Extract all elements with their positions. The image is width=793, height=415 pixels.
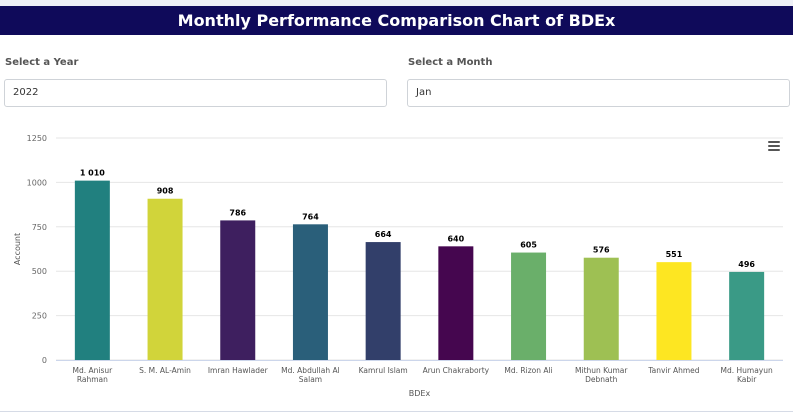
bar (292, 224, 328, 360)
x-axis-title: BDEx (409, 389, 431, 398)
data-label: 764 (302, 212, 319, 221)
bar (656, 262, 692, 360)
page-title: Monthly Performance Comparison Chart of … (0, 6, 793, 35)
hamburger-menu-icon[interactable] (768, 141, 780, 152)
x-tick-label: Md. Rizon Ali (504, 366, 552, 375)
year-select[interactable]: 2022 (4, 79, 387, 107)
bottom-divider (0, 411, 793, 412)
month-select-label: Select a Month (408, 57, 493, 68)
bar (74, 180, 110, 360)
x-tick-label: Imran Hawlader (208, 366, 269, 375)
data-label: 664 (375, 230, 392, 239)
x-tick-label: S. M. AL-Amin (139, 366, 191, 375)
month-select[interactable]: Jan (407, 79, 790, 107)
y-tick-label: 0 (42, 356, 47, 365)
data-label: 908 (157, 187, 174, 196)
y-tick-label: 1250 (27, 134, 47, 143)
x-tick-label: Rahman (77, 375, 108, 384)
bar (583, 257, 619, 360)
x-tick-label: Tanvir Ahmed (647, 366, 699, 375)
y-tick-label: 500 (32, 267, 47, 276)
y-tick-label: 250 (32, 312, 47, 321)
y-tick-label: 1000 (27, 178, 47, 187)
bar (365, 242, 401, 360)
x-tick-label: Md. Humayun (721, 366, 773, 375)
x-tick-label: Md. Anisur (72, 366, 113, 375)
bar (147, 198, 183, 360)
data-label: 551 (666, 250, 683, 259)
data-label: 1 010 (80, 169, 105, 178)
x-tick-label: Salam (299, 375, 322, 384)
x-tick-label: Debnath (585, 375, 617, 384)
data-label: 640 (447, 234, 464, 243)
year-select-label: Select a Year (5, 57, 79, 68)
bar (220, 220, 256, 360)
top-strip (0, 0, 793, 6)
x-tick-label: Mithun Kumar (575, 366, 628, 375)
bar (729, 271, 765, 360)
data-label: 786 (229, 208, 246, 217)
x-tick-label: Kamrul Islam (359, 366, 408, 375)
x-tick-label: Arun Chakraborty (423, 366, 490, 375)
data-label: 496 (738, 260, 755, 269)
bar (438, 246, 474, 360)
x-tick-label: Md. Abdullah Al (281, 366, 340, 375)
bar (511, 252, 547, 360)
data-label: 605 (520, 241, 537, 250)
data-label: 576 (593, 246, 610, 255)
x-tick-label: Kabir (737, 375, 757, 384)
y-axis-title: Account (13, 233, 22, 265)
y-tick-label: 750 (32, 223, 47, 232)
